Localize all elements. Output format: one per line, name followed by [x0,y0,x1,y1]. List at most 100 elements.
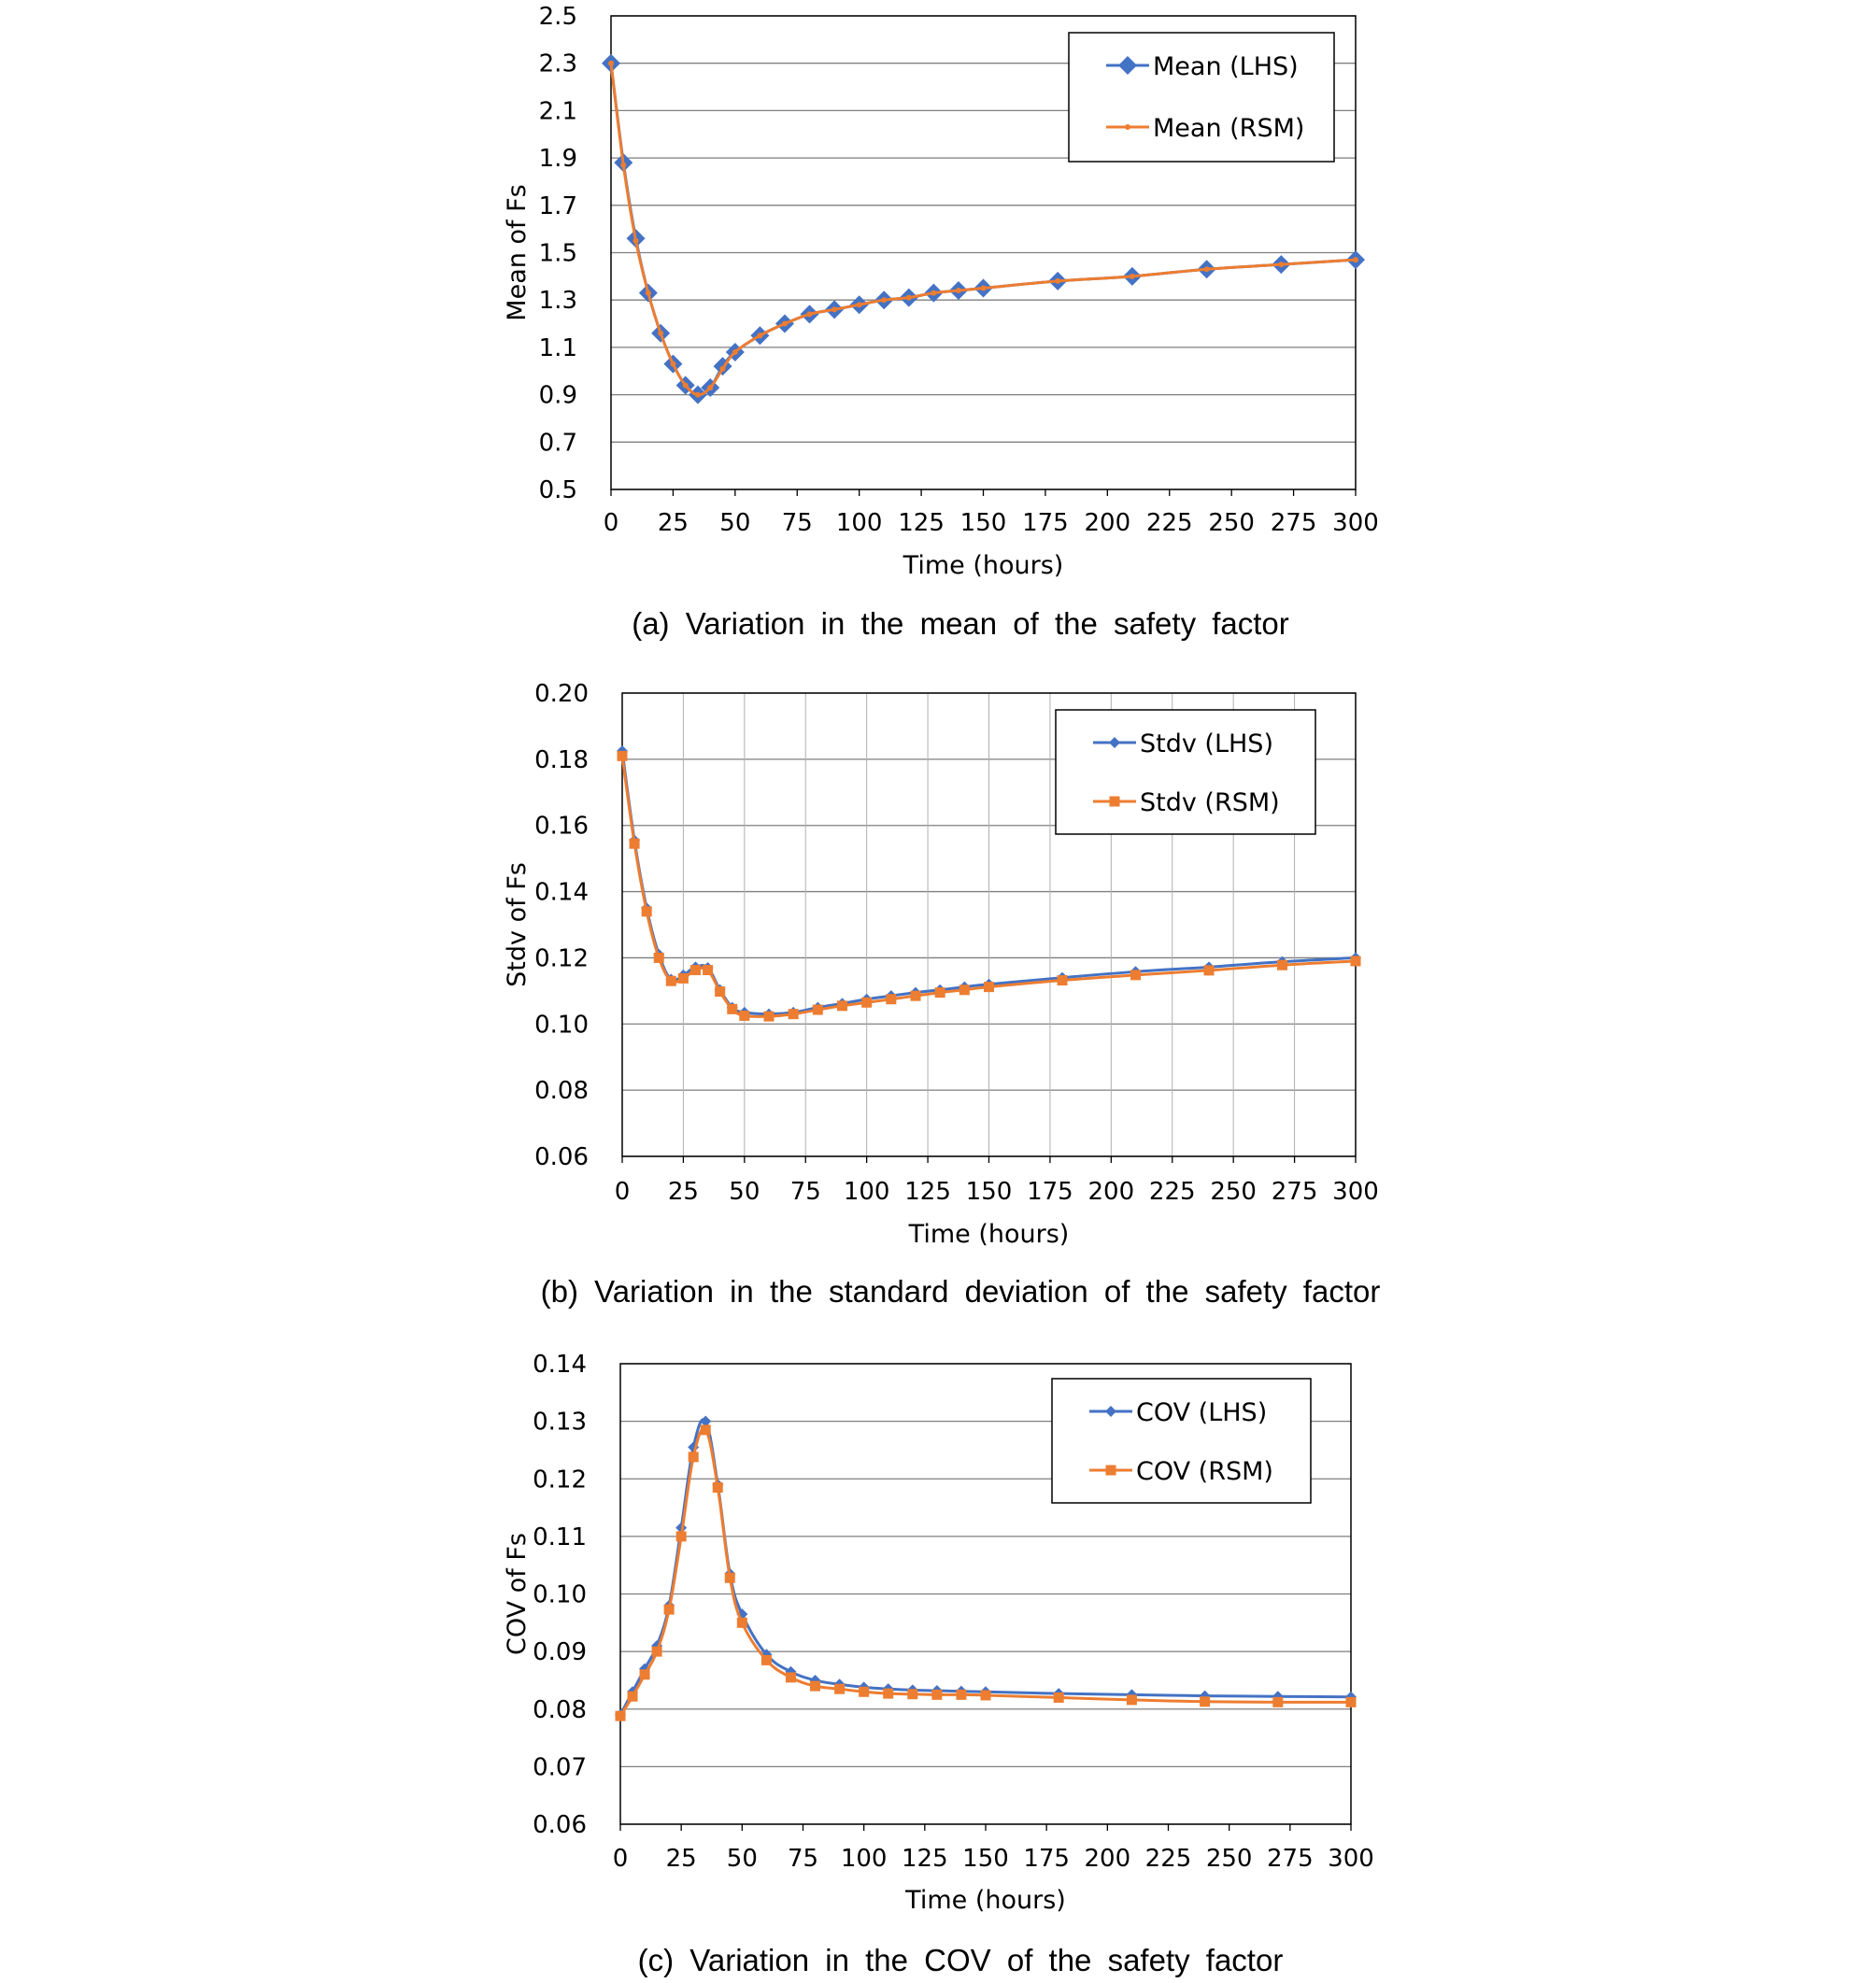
data-point [955,288,961,294]
x-tick-label: 0 [613,1845,629,1873]
data-point [688,1452,699,1463]
x-tick-label: 125 [904,1178,951,1206]
data-point [1203,965,1215,976]
legend-marker [1105,1406,1116,1417]
x-tick-label: 0 [615,1178,631,1206]
legend-box [1055,709,1316,835]
legend-marker [1125,124,1130,130]
data-point [736,1617,747,1628]
data-point [675,1531,687,1542]
y-tick-label: 2.5 [539,3,577,31]
x-tick-label: 300 [1332,509,1379,537]
x-tick-label: 125 [898,509,945,537]
chart-stdv-fs: 0.06 0.08 0.10 0.12 0.14 0.16 0.18 0.20 0 25 50 75 1… [503,680,1380,1309]
x-tick-label: 300 [1328,1845,1374,1873]
data-point [727,1003,738,1014]
data-point [905,294,912,301]
data-point [757,333,763,339]
data-point [806,311,813,318]
y-tick-label: 0.09 [533,1638,587,1666]
data-point [627,1691,638,1702]
data-point [1057,975,1068,986]
y-tick-label: 0.06 [533,1811,587,1839]
chart-cov-fs: 0.06 0.07 0.08 0.09 0.10 0.11 0.12 0.13 0.14 0 25 5… [503,1351,1374,1977]
data-point [763,1011,775,1022]
data-point [665,975,676,986]
data-point [703,965,714,976]
y-tick-label: 0.14 [533,1351,587,1379]
data-point [834,1683,846,1694]
figure-caption: (b) Variation in the standard deviation … [541,1274,1381,1309]
x-tick-label: 175 [1023,1845,1070,1873]
legend-marker [1118,56,1137,75]
data-point [620,162,627,168]
chart-mean-fs: 0.5 0.7 0.9 1.1 1.3 1.5 1.7 1.9 2.1 2.3 2.5 0 25 50 75… [503,3,1379,641]
data-point [707,384,714,390]
data-point [653,952,664,963]
data-point [1200,1696,1211,1707]
data-point [639,1669,650,1680]
data-point [694,391,701,398]
y-tick-label: 0.06 [534,1143,589,1171]
x-tick-label: 75 [790,1178,821,1206]
x-tick-label: 50 [727,1845,758,1873]
figure-caption: (c) Variation in the COV of the safety f… [638,1943,1284,1977]
data-point [658,330,664,336]
y-tick-label: 1.9 [539,145,577,173]
y-tick-label: 1.7 [539,192,577,220]
legend: COV (LHS) COV (RSM) [1051,1378,1312,1504]
legend-label: Mean (RSM) [1153,114,1304,143]
y-tick-label: 0.14 [534,879,589,907]
y-tick-label: 0.5 [539,476,577,504]
data-point [980,285,987,291]
data-point [1353,257,1358,263]
data-point [760,1654,772,1665]
x-tick-label: 0 [604,509,619,537]
x-tick-label: 25 [668,1178,699,1206]
data-point [645,290,651,296]
data-point [837,1000,847,1012]
data-point [724,1572,735,1583]
legend-label: COV (RSM) [1136,1457,1273,1486]
data-point [956,1689,967,1700]
x-tick-label: 150 [962,1845,1009,1873]
y-tick-label: 0.08 [533,1696,587,1724]
y-tick-label: 0.07 [533,1753,587,1781]
data-point [732,348,738,355]
y-axis-title: Stdv of Fs [503,862,532,987]
y-tick-label: 0.12 [534,944,589,972]
data-point [1126,1694,1137,1706]
x-tick-label: 50 [719,509,750,537]
data-point [719,365,726,372]
x-tick-label: 275 [1267,1845,1314,1873]
data-point [739,1010,750,1021]
data-point [617,750,628,761]
data-point [1053,1692,1064,1703]
legend-box [1068,32,1335,163]
data-point [615,1710,626,1721]
data-point [883,1688,894,1699]
data-point [670,361,676,367]
data-point [629,838,640,849]
data-point [788,1009,799,1020]
figure-caption: (a) Variation in the mean of the safety … [632,606,1289,641]
y-tick-label: 0.7 [539,429,577,457]
x-tick-label: 25 [666,1845,697,1873]
y-tick-label: 1.1 [539,334,577,362]
y-tick-label: 0.12 [533,1466,587,1494]
data-point [663,1604,675,1615]
data-point [984,982,994,993]
data-point [959,984,970,996]
x-tick-label: 100 [836,509,883,537]
x-tick-label: 200 [1085,1845,1131,1873]
y-tick-label: 2.1 [539,97,577,125]
y-tick-label: 0.18 [534,746,589,774]
data-point [931,1689,943,1700]
x-tick-label: 175 [1027,1178,1073,1206]
y-tick-label: 1.5 [539,240,577,268]
x-tick-label: 300 [1332,1178,1379,1206]
data-point [980,1690,991,1701]
x-tick-label: 225 [1149,1178,1196,1206]
series-rsm [615,1424,1357,1721]
data-point [700,1415,712,1427]
